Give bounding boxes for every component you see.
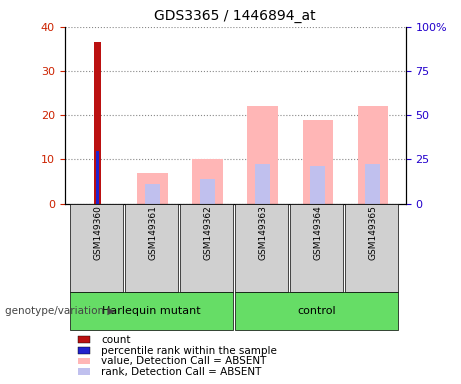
Bar [94,42,101,204]
Bar [248,106,278,204]
Text: GSM149365: GSM149365 [368,205,377,260]
Text: count: count [101,335,131,345]
Text: percentile rank within the sample: percentile rank within the sample [101,346,278,356]
Bar [365,164,380,204]
Text: value, Detection Call = ABSENT: value, Detection Call = ABSENT [101,356,267,366]
Text: GSM149360: GSM149360 [93,205,102,260]
Text: Harlequin mutant: Harlequin mutant [102,306,201,316]
Bar [145,184,160,204]
Bar [358,106,388,204]
Bar [255,164,270,204]
Title: GDS3365 / 1446894_at: GDS3365 / 1446894_at [154,9,316,23]
Bar [137,173,168,204]
Bar [200,179,215,204]
Text: GSM149362: GSM149362 [203,205,212,260]
Text: GSM149363: GSM149363 [258,205,267,260]
Text: GSM149361: GSM149361 [148,205,157,260]
Text: genotype/variation ▶: genotype/variation ▶ [5,306,115,316]
Text: control: control [297,306,336,316]
Bar [95,151,100,204]
Text: GSM149364: GSM149364 [313,205,322,260]
Bar [302,120,333,204]
Text: rank, Detection Call = ABSENT: rank, Detection Call = ABSENT [101,367,262,377]
Bar [193,159,223,204]
Bar [310,166,325,204]
